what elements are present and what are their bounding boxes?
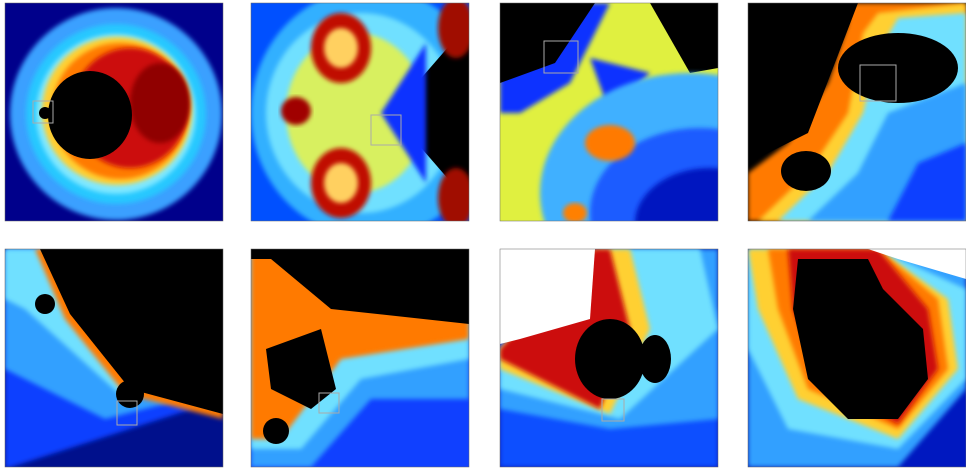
fractal-figure [0, 0, 966, 472]
page-body: (() => { const data = JSON.parse(documen… [0, 0, 966, 472]
color-band [281, 97, 311, 125]
fractal-panel [251, 249, 469, 467]
color-band [324, 163, 358, 203]
fractal-panel [748, 249, 966, 467]
fractal-panel [5, 249, 223, 469]
fractal-set [838, 33, 958, 103]
fractal-panel [251, 0, 491, 238]
color-band [324, 28, 358, 68]
color-band [563, 203, 587, 223]
fractal-set [35, 294, 55, 314]
color-band [130, 63, 190, 143]
fractal-set [639, 335, 671, 383]
color-band [438, 168, 474, 228]
fractal-panel [500, 249, 718, 467]
color-band [585, 125, 635, 161]
page: {} html, body { margin: 0; padding: 0; b… [0, 0, 966, 472]
fractal-panel [5, 3, 223, 221]
fractal-set [575, 319, 645, 399]
fractal-set [48, 71, 132, 159]
fractal-panel [748, 3, 966, 221]
fractal-set [781, 151, 831, 191]
fractal-set [39, 107, 51, 119]
fractal-set [116, 380, 144, 408]
color-band [438, 0, 474, 58]
fractal-set [263, 418, 289, 444]
